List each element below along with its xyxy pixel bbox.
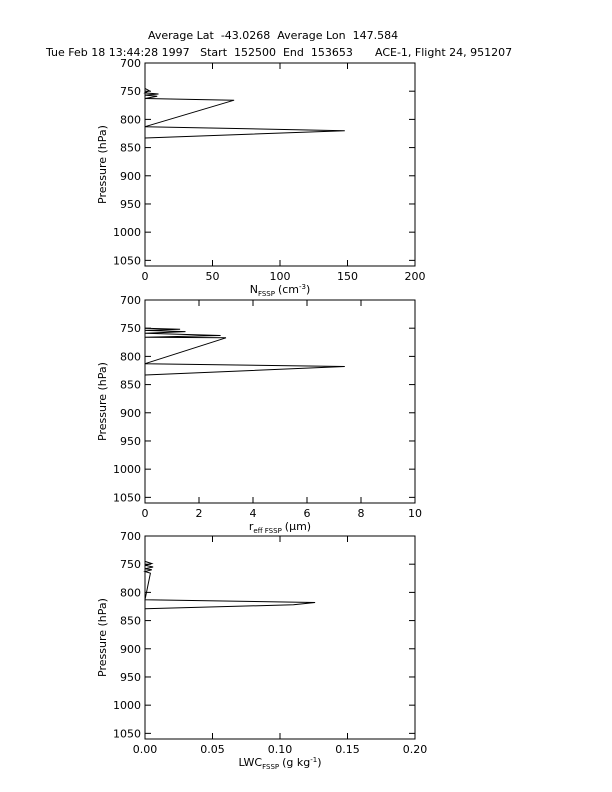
- profile-line: [143, 87, 345, 139]
- y-tick-label: 800: [120, 586, 141, 599]
- x-axis-label-sub: FSSP: [262, 763, 279, 771]
- x-axis-label: reff FSSP (µm): [249, 520, 311, 535]
- plot-frame: [144, 62, 416, 267]
- x-axis-label-sub: eff FSSP: [253, 527, 281, 535]
- plot-frame: [144, 299, 416, 504]
- x-tick-label: 10: [408, 507, 422, 520]
- plot-frame: [144, 535, 416, 740]
- y-tick-label: 950: [120, 198, 141, 211]
- y-tick-label: 1000: [113, 226, 141, 239]
- x-tick-label: 0.10: [268, 743, 293, 756]
- x-tick-label: 8: [358, 507, 365, 520]
- y-tick-label: 1050: [113, 254, 141, 267]
- x-tick-label: 200: [405, 270, 426, 283]
- x-axis-label-sub: FSSP: [258, 290, 275, 298]
- x-axis-label-units: (µm): [285, 520, 311, 533]
- y-tick-label: 900: [120, 407, 141, 420]
- x-tick-label: 0.00: [133, 743, 158, 756]
- x-axis-label-main: LWC: [238, 756, 262, 769]
- x-axis-label-sup: -3: [299, 283, 306, 291]
- y-axis-label: Pressure (hPa): [96, 598, 109, 677]
- x-tick-label: 0.20: [403, 743, 428, 756]
- y-axis-label: Pressure (hPa): [96, 125, 109, 204]
- y-tick-label: 1050: [113, 727, 141, 740]
- header-line-2-right: ACE-1, Flight 24, 951207: [375, 46, 513, 59]
- x-tick-label: 2: [196, 507, 203, 520]
- x-tick-label: 100: [270, 270, 291, 283]
- header-line-1: Average Lat -43.0268 Average Lon 147.584: [148, 29, 399, 42]
- y-tick-label: 850: [120, 615, 141, 628]
- y-tick-label: 850: [120, 379, 141, 392]
- x-axis-label-end: ): [306, 283, 310, 296]
- profile-line: [144, 327, 345, 376]
- y-tick-label: 700: [120, 57, 141, 70]
- y-tick-label: 800: [120, 350, 141, 363]
- y-tick-label: 750: [120, 322, 141, 335]
- x-tick-label: 6: [304, 507, 311, 520]
- y-tick-label: 750: [120, 558, 141, 571]
- x-tick-label: 0.15: [335, 743, 360, 756]
- y-tick-label: 850: [120, 142, 141, 155]
- y-tick-label: 900: [120, 643, 141, 656]
- x-axis-label-sup: -1: [310, 756, 317, 764]
- x-tick-label: 0.05: [200, 743, 225, 756]
- x-axis-label-main: N: [250, 283, 258, 296]
- x-axis-label-end: ): [317, 756, 321, 769]
- x-tick-label: 0: [142, 270, 149, 283]
- x-axis-label-main: r: [249, 520, 254, 533]
- panel-3: 700 750 800 850 900 950 1000 1050 0.00 0.05 0.10 0.…: [96, 530, 427, 771]
- x-axis-label: LWCFSSP (g kg-1): [238, 756, 321, 771]
- x-axis-label-units: (g kg: [282, 756, 310, 769]
- y-tick-label: 1000: [113, 699, 141, 712]
- y-tick-label: 700: [120, 294, 141, 307]
- y-tick-label: 900: [120, 170, 141, 183]
- profile-line: [143, 560, 316, 610]
- x-axis-label: NFSSP (cm-3): [250, 283, 311, 298]
- y-tick-label: 700: [120, 530, 141, 543]
- x-tick-label: 150: [337, 270, 358, 283]
- x-tick-label: 4: [250, 507, 257, 520]
- y-tick-label: 800: [120, 113, 141, 126]
- y-tick-label: 950: [120, 671, 141, 684]
- y-tick-label: 950: [120, 435, 141, 448]
- y-tick-label: 1050: [113, 491, 141, 504]
- x-tick-label: 50: [206, 270, 220, 283]
- y-tick-label: 1000: [113, 463, 141, 476]
- x-axis-label-units: (cm: [278, 283, 299, 296]
- y-tick-label: 750: [120, 85, 141, 98]
- x-tick-label: 0: [142, 507, 149, 520]
- header-line-2-left: Tue Feb 18 13:44:28 1997 Start 152500 En…: [46, 46, 353, 59]
- y-axis-label: Pressure (hPa): [96, 362, 109, 441]
